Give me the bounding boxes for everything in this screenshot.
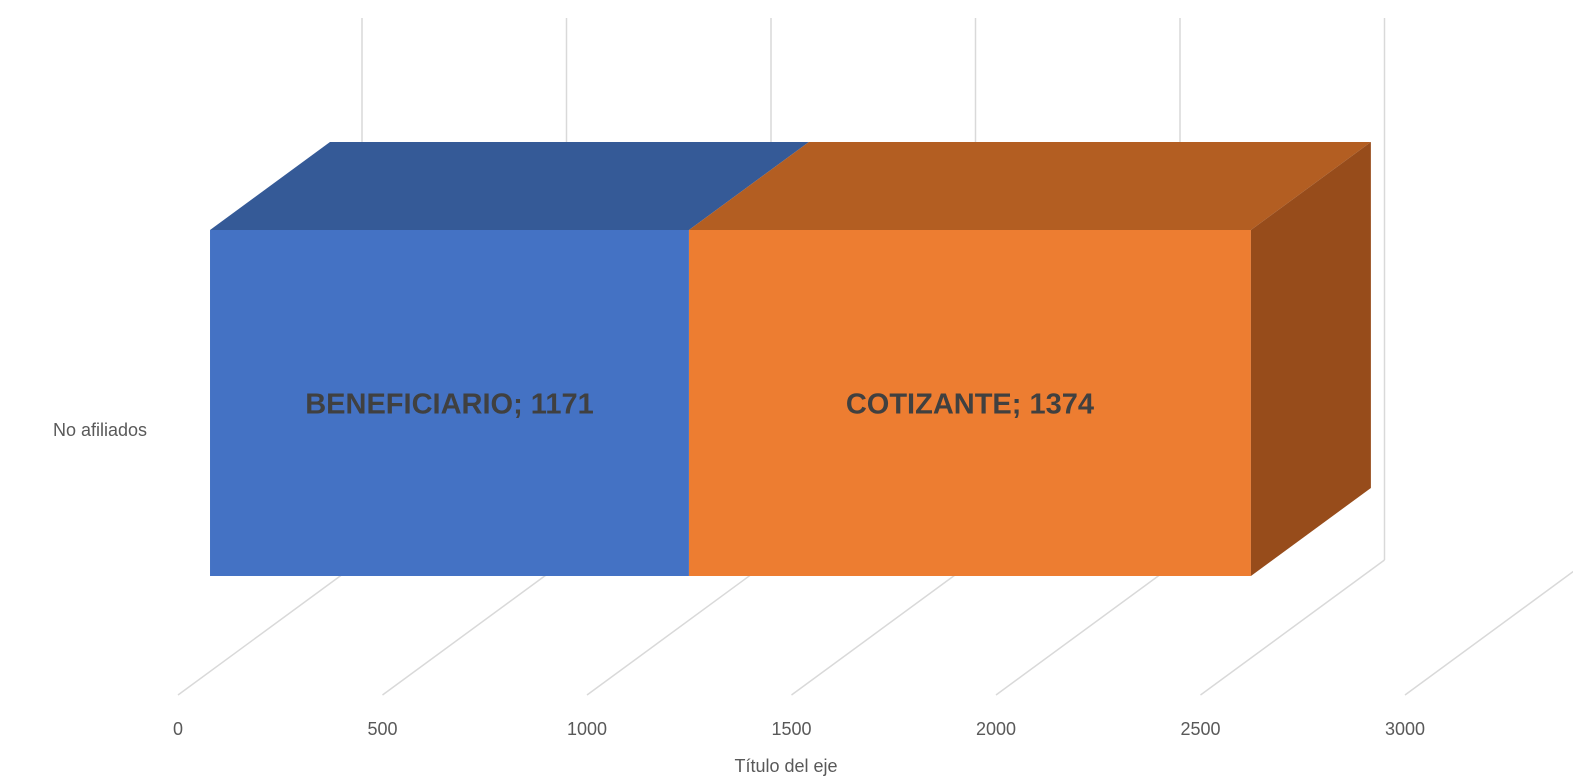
floor-grid-line — [995, 559, 1181, 696]
bar — [210, 230, 689, 576]
x-tick-label: 3000 — [1385, 719, 1425, 739]
floor-grid-line — [586, 559, 772, 696]
x-tick-label: 0 — [173, 719, 183, 739]
floor-grid-line — [791, 559, 976, 696]
floor-grid-line — [1404, 570, 1573, 696]
floor-grid-line — [382, 559, 567, 696]
x-tick-label: 1500 — [771, 719, 811, 739]
floor-grid-line — [177, 559, 363, 696]
bar-top — [210, 141, 809, 230]
bar-top — [688, 141, 1371, 230]
x-tick-label: 500 — [367, 719, 397, 739]
bar-side — [1250, 141, 1371, 577]
x-tick-label: 1000 — [567, 719, 607, 739]
data-label: COTIZANTE; 1374 — [846, 389, 1094, 421]
x-tick-label: 2000 — [976, 719, 1016, 739]
bar — [688, 230, 1251, 576]
floor-grid-line — [1200, 559, 1385, 696]
data-label: BENEFICIARIO; 1171 — [305, 389, 593, 421]
x-axis-title: Título del eje — [734, 756, 837, 776]
y-tick-label: No afiliados — [53, 420, 147, 440]
x-tick-label: 2500 — [1180, 719, 1220, 739]
